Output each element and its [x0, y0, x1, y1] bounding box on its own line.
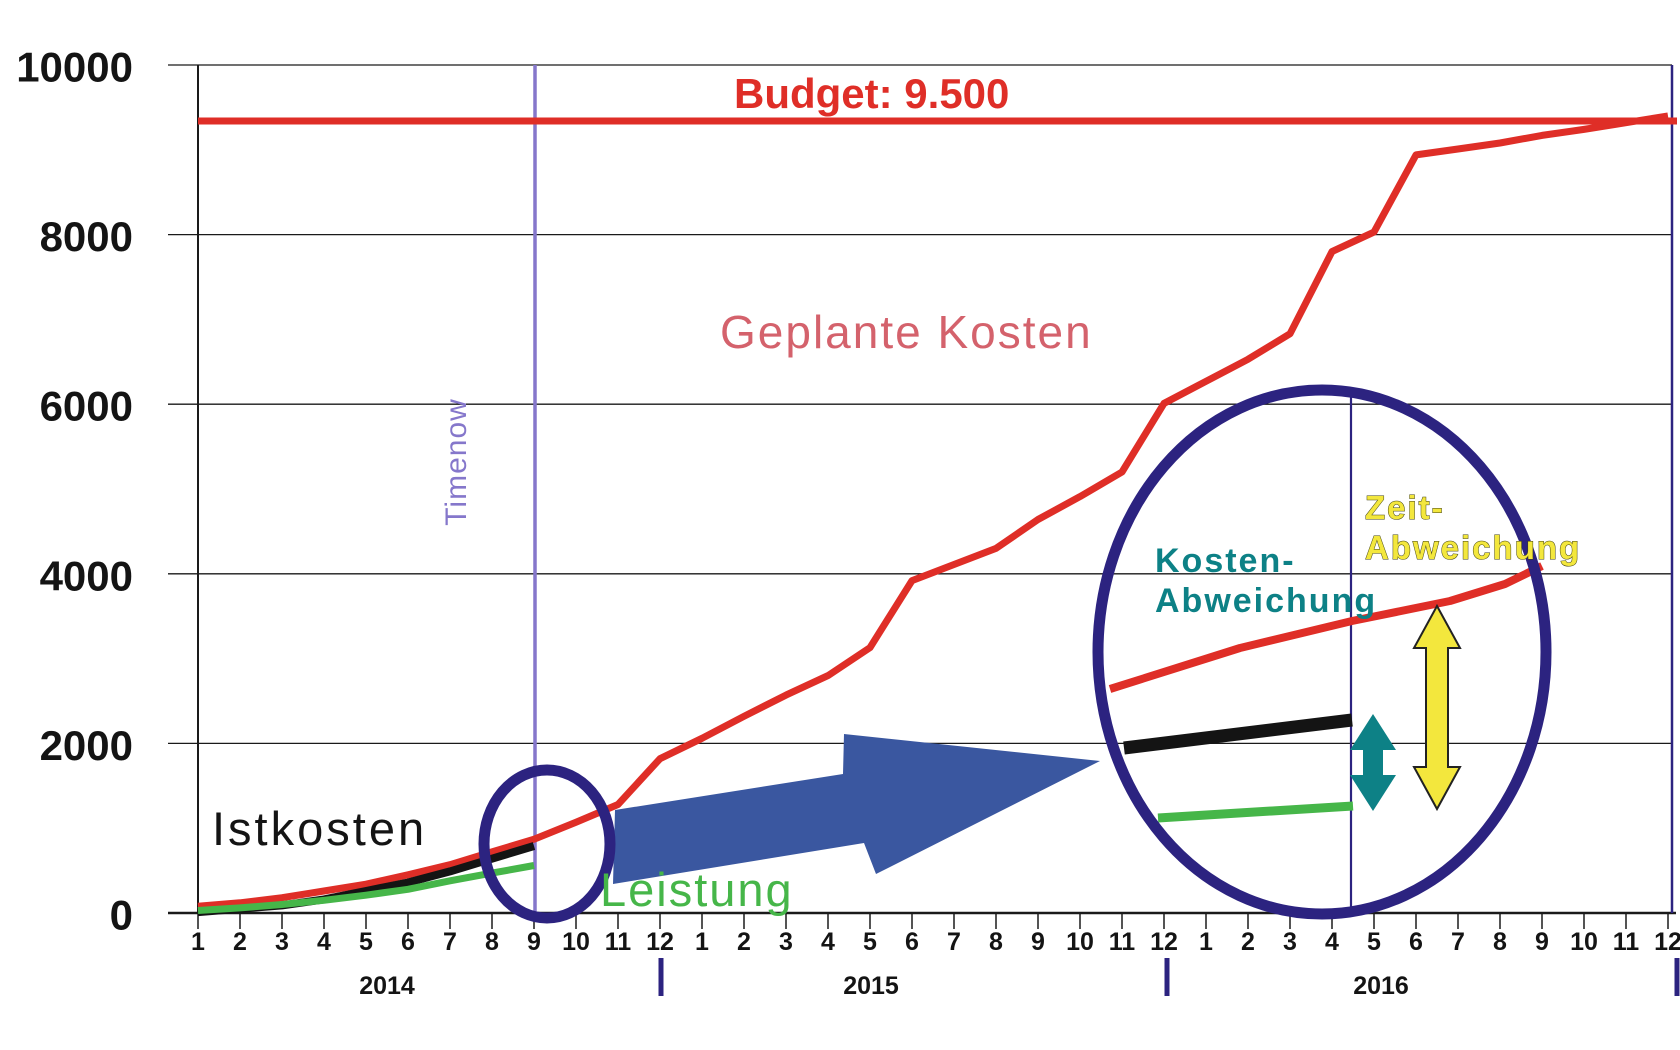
month-label: 3 — [275, 928, 289, 956]
y-tick-label-10000: 10000 — [16, 44, 133, 91]
month-label: 1 — [191, 928, 205, 956]
month-label: 6 — [1409, 928, 1423, 956]
month-label: 4 — [317, 928, 331, 956]
source-circle — [478, 764, 616, 924]
month-label: 11 — [605, 928, 632, 956]
time-deviation-label-line1: Zeit- — [1365, 489, 1445, 526]
month-label: 6 — [401, 928, 415, 956]
year-label-2016: 2016 — [1353, 972, 1409, 1000]
month-label: 11 — [1109, 928, 1136, 956]
year-separator-ticks — [658, 958, 1680, 996]
x-axis-month-labels: 1 2 3 4 5 6 7 8 9 10 11 12 1 2 3 4 5 6 7 8 9 10 11 12 1 2 3 4 5 6 7 8 9 1… — [191, 928, 1680, 956]
month-label: 5 — [1367, 928, 1381, 956]
month-label: 12 — [646, 928, 674, 956]
month-label: 8 — [989, 928, 1003, 956]
month-label: 7 — [947, 928, 961, 956]
month-label: 10 — [1066, 928, 1094, 956]
month-label: 5 — [863, 928, 877, 956]
y-tick-label-0: 0 — [110, 892, 133, 939]
month-label: 4 — [1325, 928, 1339, 956]
cost-deviation-label-line1: Kosten- — [1155, 542, 1296, 580]
magnify-arrow — [613, 734, 1100, 884]
month-label: 2 — [1241, 928, 1255, 956]
y-tick-label-4000: 4000 — [40, 552, 133, 599]
actual-cost-label: Istkosten — [212, 802, 427, 855]
month-label: 12 — [1654, 928, 1680, 956]
year-labels: 2014 2015 2016 — [359, 972, 1409, 1000]
month-label: 5 — [359, 928, 373, 956]
timenow-label: Timenow — [440, 398, 473, 526]
month-label: 12 — [1150, 928, 1178, 956]
y-tick-label-2000: 2000 — [40, 722, 133, 769]
magnified-earned-line — [1157, 801, 1354, 823]
budget-label: Budget: 9.500 — [734, 70, 1009, 117]
month-label: 9 — [1535, 928, 1549, 956]
month-label: 10 — [1570, 928, 1598, 956]
year-label-2014: 2014 — [359, 972, 415, 1000]
magnified-actual-line — [1123, 713, 1353, 755]
earned-value-label: Leistung — [600, 863, 794, 916]
month-label: 7 — [1451, 928, 1465, 956]
month-label: 8 — [485, 928, 499, 956]
magnified-planned-line — [1108, 562, 1544, 693]
cost-deviation-arrow — [1350, 714, 1396, 811]
month-label: 2 — [233, 928, 247, 956]
planned-cost-label: Geplante Kosten — [720, 306, 1093, 358]
month-label: 9 — [527, 928, 541, 956]
month-label: 3 — [1283, 928, 1297, 956]
month-label: 1 — [1199, 928, 1213, 956]
x-axis-ticks — [197, 913, 1669, 929]
month-label: 11 — [1613, 928, 1640, 956]
cost-deviation-label-line2: Abweichung — [1155, 582, 1377, 620]
month-label: 1 — [695, 928, 709, 956]
year-label-2015: 2015 — [843, 972, 899, 1000]
month-label: 3 — [779, 928, 793, 956]
month-label: 6 — [905, 928, 919, 956]
planned-cost-line — [197, 112, 1669, 910]
y-tick-label-8000: 8000 — [40, 213, 133, 260]
month-label: 8 — [1493, 928, 1507, 956]
magnifier-ellipse — [1092, 384, 1552, 920]
y-axis-labels: 10000 8000 6000 4000 2000 0 — [16, 44, 133, 939]
y-tick-label-6000: 6000 — [40, 383, 133, 430]
time-deviation-arrow — [1412, 603, 1462, 812]
month-label: 2 — [737, 928, 751, 956]
month-label: 9 — [1031, 928, 1045, 956]
time-deviation-label-line2: Abweichung — [1365, 529, 1581, 566]
month-label: 10 — [562, 928, 590, 956]
earned-value-line — [197, 862, 535, 914]
month-label: 7 — [443, 928, 457, 956]
month-label: 4 — [821, 928, 835, 956]
